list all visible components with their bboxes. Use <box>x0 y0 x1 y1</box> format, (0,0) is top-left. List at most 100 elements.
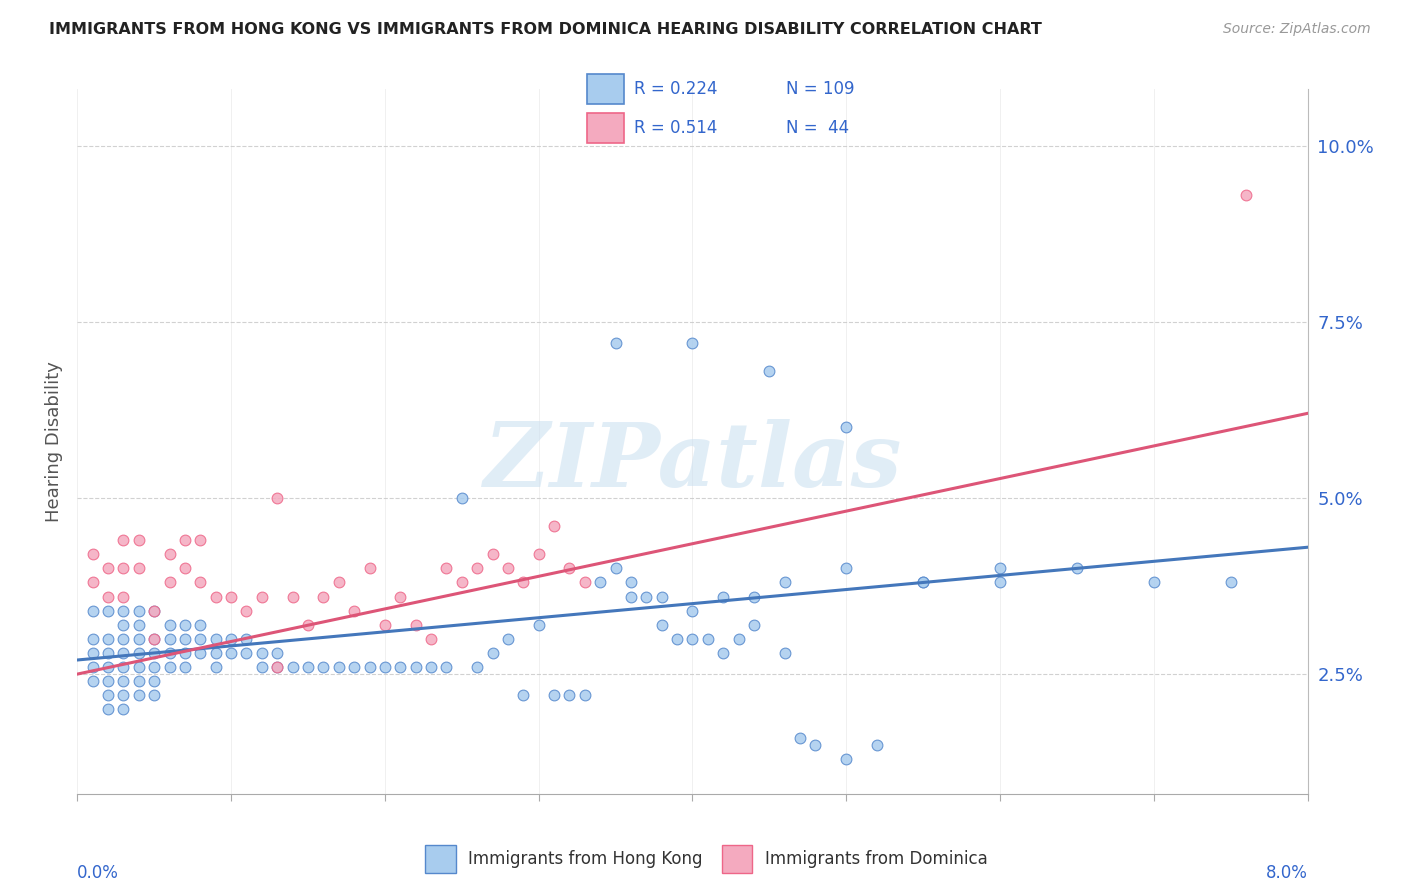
Point <box>159 660 181 674</box>
Point <box>574 575 596 590</box>
Point <box>496 632 519 646</box>
Point <box>143 646 166 660</box>
Point <box>128 674 150 689</box>
Point <box>1219 575 1241 590</box>
Point <box>389 660 412 674</box>
Text: R = 0.514: R = 0.514 <box>634 119 717 136</box>
Point <box>988 575 1011 590</box>
Point <box>789 731 811 745</box>
Point <box>188 575 212 590</box>
Point <box>97 660 120 674</box>
Point <box>405 660 427 674</box>
Text: 0.0%: 0.0% <box>77 864 120 882</box>
Point <box>912 575 935 590</box>
Point <box>420 632 443 646</box>
Point <box>174 646 197 660</box>
Point <box>773 646 796 660</box>
Point <box>188 533 212 548</box>
Point <box>1143 575 1166 590</box>
Text: Immigrants from Dominica: Immigrants from Dominica <box>765 849 987 868</box>
Point <box>359 660 381 674</box>
FancyBboxPatch shape <box>721 845 752 872</box>
Point <box>143 632 166 646</box>
Point <box>312 590 335 604</box>
Point <box>128 533 150 548</box>
Point <box>589 575 612 590</box>
Point <box>527 617 550 632</box>
Point <box>82 674 104 689</box>
Point <box>835 751 858 765</box>
Point <box>374 617 396 632</box>
Point <box>328 575 350 590</box>
Point <box>143 660 166 674</box>
Point <box>128 617 150 632</box>
Text: Source: ZipAtlas.com: Source: ZipAtlas.com <box>1223 22 1371 37</box>
Point <box>666 632 689 646</box>
Point <box>343 604 366 618</box>
Point <box>159 547 181 561</box>
Point <box>159 617 181 632</box>
Point <box>727 632 749 646</box>
Y-axis label: Hearing Disability: Hearing Disability <box>45 361 63 522</box>
Point <box>204 660 226 674</box>
Text: ZIPatlas: ZIPatlas <box>484 419 901 506</box>
Point <box>696 632 718 646</box>
Point <box>266 660 288 674</box>
Point <box>558 561 581 575</box>
Point <box>143 632 166 646</box>
Point <box>174 617 197 632</box>
Point <box>835 420 858 434</box>
Point <box>159 575 181 590</box>
Point <box>219 632 242 646</box>
Point <box>574 688 596 702</box>
Point <box>297 617 319 632</box>
Point <box>343 660 366 674</box>
FancyBboxPatch shape <box>586 74 624 104</box>
Point <box>742 617 765 632</box>
Point <box>804 738 827 752</box>
Point <box>188 632 212 646</box>
Point <box>420 660 443 674</box>
Point <box>543 688 565 702</box>
Point <box>112 590 135 604</box>
Text: IMMIGRANTS FROM HONG KONG VS IMMIGRANTS FROM DOMINICA HEARING DISABILITY CORRELA: IMMIGRANTS FROM HONG KONG VS IMMIGRANTS … <box>49 22 1042 37</box>
Point <box>82 604 104 618</box>
Point <box>82 632 104 646</box>
Point <box>235 632 257 646</box>
Point <box>112 632 135 646</box>
Point <box>389 590 412 604</box>
Point <box>82 547 104 561</box>
Point <box>204 646 226 660</box>
Point <box>297 660 319 674</box>
Point <box>374 660 396 674</box>
Point <box>359 561 381 575</box>
Point <box>97 632 120 646</box>
Point <box>1234 187 1257 202</box>
Point <box>174 561 197 575</box>
Point <box>1066 561 1088 575</box>
Point <box>636 590 658 604</box>
FancyBboxPatch shape <box>425 845 456 872</box>
Point <box>312 660 335 674</box>
Point <box>112 688 135 702</box>
Point <box>159 646 181 660</box>
Point <box>266 491 288 505</box>
Point <box>250 646 273 660</box>
Point <box>112 561 135 575</box>
Point <box>328 660 350 674</box>
Point <box>527 547 550 561</box>
Point <box>219 646 242 660</box>
Point <box>711 590 734 604</box>
Point <box>143 688 166 702</box>
Point <box>465 660 488 674</box>
Point <box>143 604 166 618</box>
Point <box>465 561 488 575</box>
Point <box>97 688 120 702</box>
Point <box>436 660 458 674</box>
Point <box>97 702 120 716</box>
Point <box>97 561 120 575</box>
Text: 8.0%: 8.0% <box>1265 864 1308 882</box>
Point <box>773 575 796 590</box>
Point <box>742 590 765 604</box>
Point <box>620 575 643 590</box>
